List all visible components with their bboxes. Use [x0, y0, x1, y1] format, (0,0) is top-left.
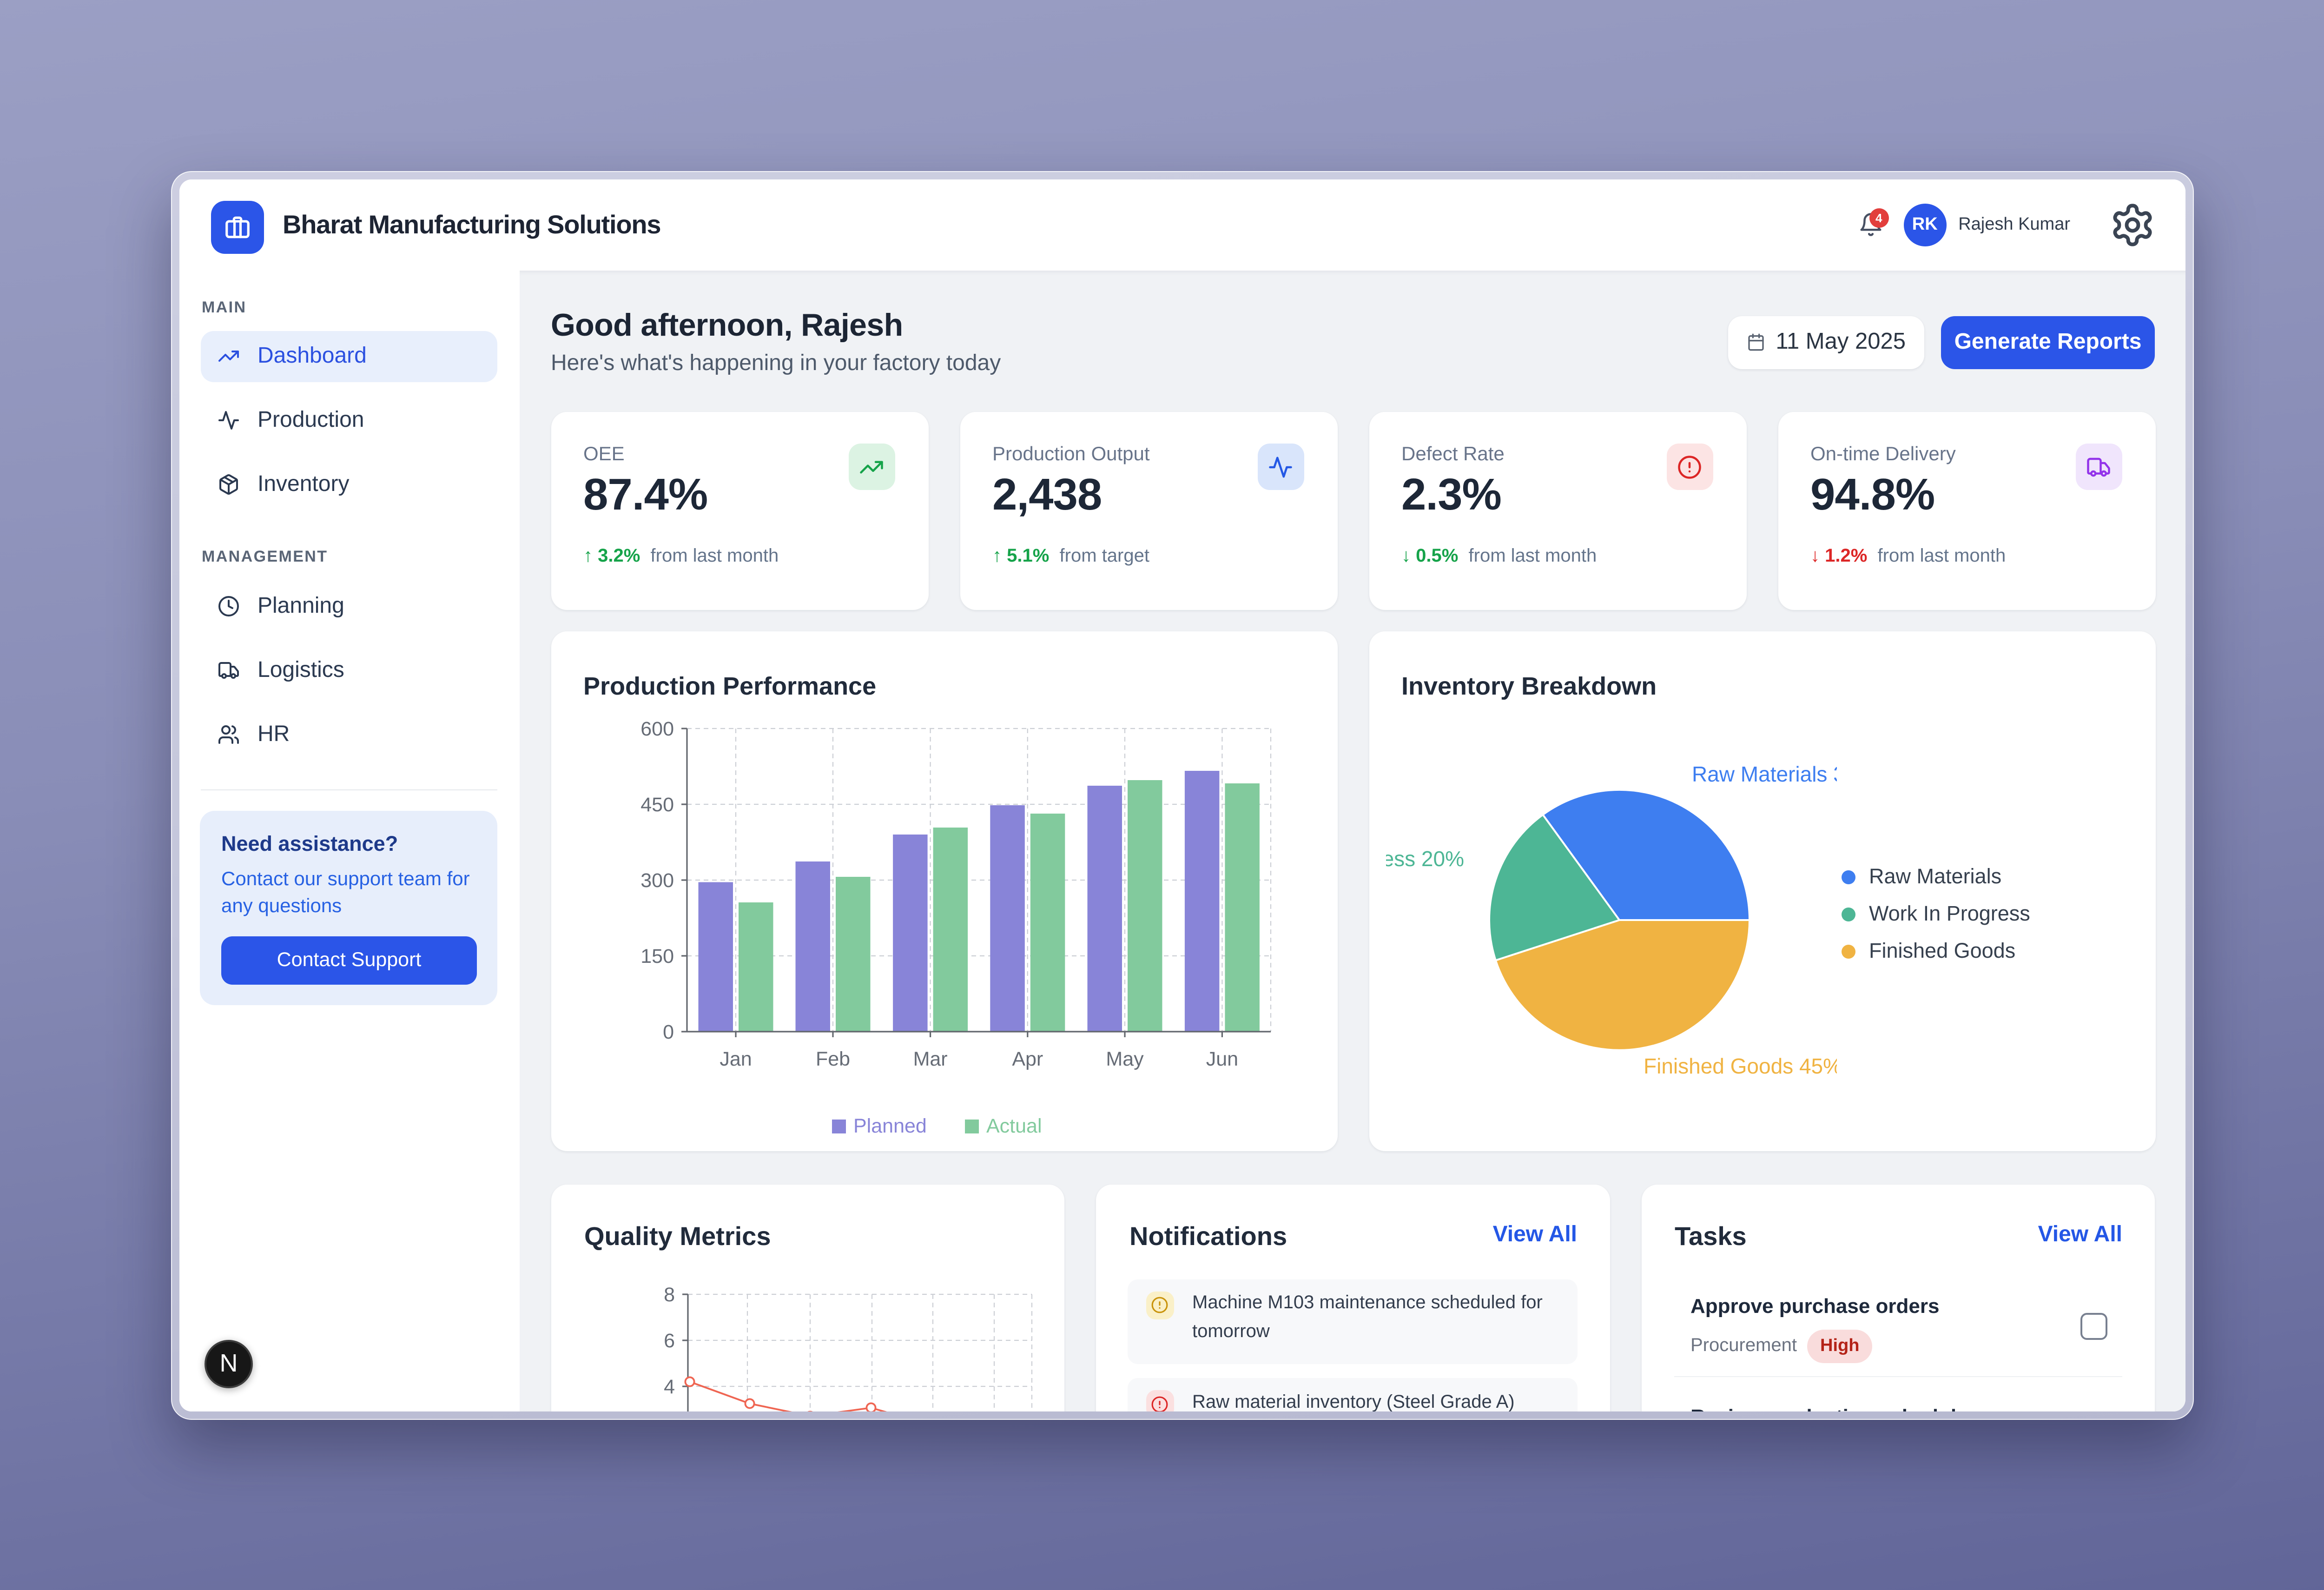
- svg-text:Jan: Jan: [719, 1048, 751, 1070]
- svg-text:Actual: Actual: [986, 1115, 1042, 1137]
- svg-text:4: 4: [663, 1375, 674, 1398]
- svg-text:450: 450: [640, 794, 673, 816]
- svg-text:Jun: Jun: [1206, 1048, 1238, 1070]
- svg-text:6: 6: [663, 1329, 674, 1352]
- svg-text:Raw Materials 35%: Raw Materials 35%: [1691, 762, 1836, 786]
- svg-text:Finished Goods 45%: Finished Goods 45%: [1643, 1054, 1836, 1078]
- svg-text:150: 150: [640, 945, 673, 967]
- svg-text:Mar: Mar: [913, 1048, 947, 1070]
- svg-text:600: 600: [640, 718, 673, 740]
- svg-text:Planned: Planned: [853, 1115, 926, 1137]
- svg-text:0: 0: [662, 1021, 673, 1043]
- svg-text:Work In Progress 20%: Work In Progress 20%: [1386, 847, 1464, 871]
- svg-text:Apr: Apr: [1011, 1048, 1043, 1070]
- svg-text:Feb: Feb: [815, 1048, 850, 1070]
- svg-text:300: 300: [640, 869, 673, 892]
- svg-text:May: May: [1105, 1048, 1143, 1070]
- svg-text:8: 8: [663, 1283, 674, 1305]
